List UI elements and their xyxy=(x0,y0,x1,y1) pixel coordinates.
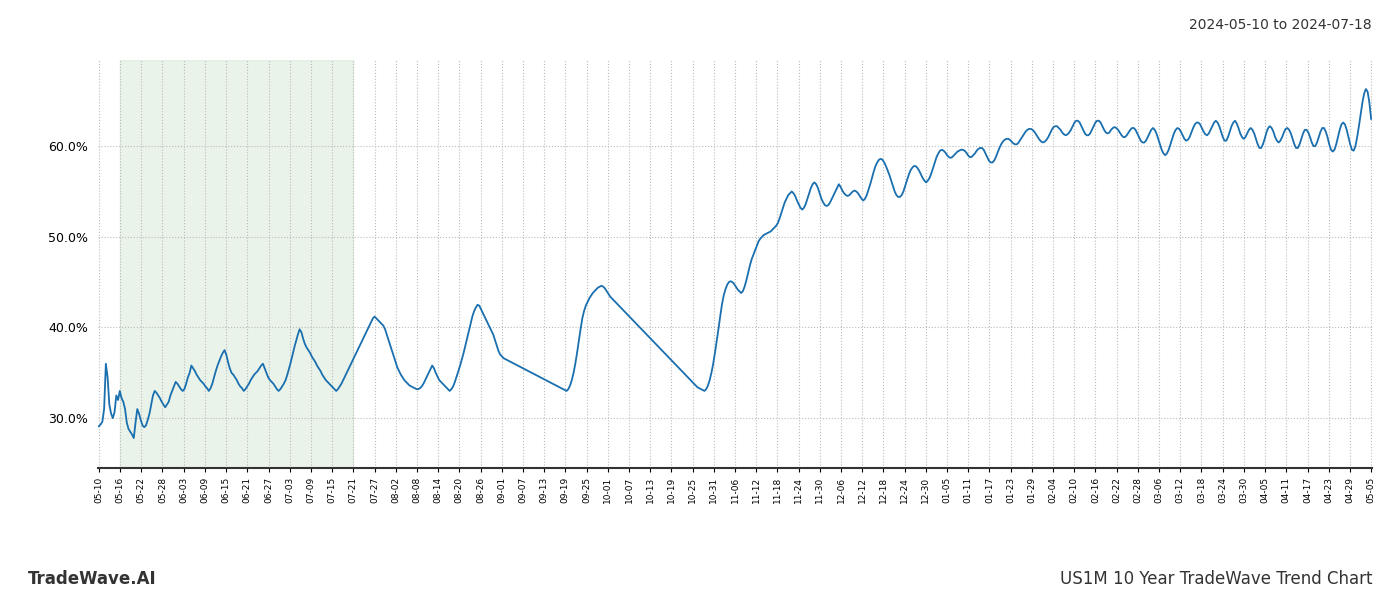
Text: US1M 10 Year TradeWave Trend Chart: US1M 10 Year TradeWave Trend Chart xyxy=(1060,570,1372,588)
Text: TradeWave.AI: TradeWave.AI xyxy=(28,570,157,588)
Text: 2024-05-10 to 2024-07-18: 2024-05-10 to 2024-07-18 xyxy=(1190,18,1372,32)
Bar xyxy=(120,60,353,468)
